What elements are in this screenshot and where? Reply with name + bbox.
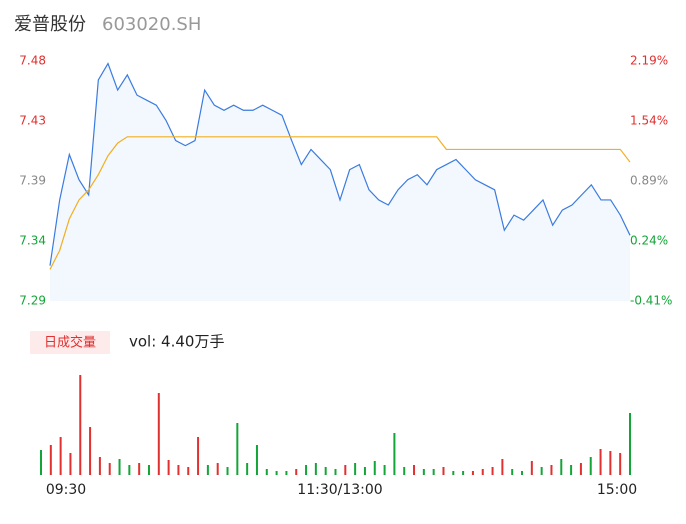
volume-bar — [147, 465, 150, 475]
volume-bar — [550, 465, 553, 475]
volume-bar — [363, 467, 366, 475]
volume-bar — [79, 375, 82, 475]
volume-bar — [383, 465, 386, 475]
volume-bar — [157, 393, 160, 475]
y-tick-label: 7.48 — [19, 54, 46, 68]
volume-bar — [540, 467, 543, 475]
volume-bar — [422, 469, 425, 475]
volume-bar — [138, 463, 141, 475]
series-line — [49, 62, 631, 266]
volume-bar — [59, 437, 62, 475]
volume-bar — [481, 469, 484, 475]
x-tick-label: 15:00 — [597, 482, 637, 498]
volume-bar — [560, 459, 563, 475]
volume-bar — [403, 467, 406, 475]
volume-bar — [89, 427, 92, 475]
volume-bar — [629, 413, 631, 475]
stock-name: 爱普股份 — [14, 14, 86, 35]
volume-bar — [285, 471, 288, 475]
stock-code: 603020.SH — [102, 14, 201, 35]
volume-bar — [314, 463, 317, 475]
volume-bar — [393, 433, 396, 475]
volume-bar — [236, 423, 239, 475]
volume-bar — [206, 465, 209, 475]
volume-bar — [226, 467, 229, 475]
volume-bar — [265, 469, 268, 475]
volume-bar — [501, 459, 504, 475]
volume-bar — [511, 469, 514, 475]
volume-bar — [530, 461, 533, 475]
volume-bar — [462, 471, 465, 475]
volume-bar — [599, 449, 602, 475]
volume-bar — [305, 465, 308, 475]
volume-bar — [49, 445, 52, 475]
volume-bar — [216, 463, 219, 475]
volume-bar — [98, 457, 101, 475]
y2-tick-label: 0.24% — [630, 234, 668, 248]
volume-bar — [452, 471, 455, 475]
y2-tick-label: 0.89% — [630, 174, 668, 188]
volume-bar — [589, 457, 592, 475]
volume-bar — [167, 460, 170, 475]
volume-bar — [579, 463, 582, 475]
y2-tick-label: 1.54% — [630, 114, 668, 128]
volume-bar — [344, 465, 347, 475]
volume-bar — [373, 461, 376, 475]
y-tick-label: 7.29 — [19, 294, 46, 308]
volume-bar — [246, 463, 249, 475]
volume-bar — [40, 450, 42, 475]
volume-bar — [491, 467, 494, 475]
volume-bar — [334, 469, 337, 475]
volume-bar — [521, 471, 524, 475]
y-tick-label: 7.34 — [19, 234, 46, 248]
x-tick-label: 09:30 — [46, 482, 86, 498]
volume-bar — [413, 465, 416, 475]
volume-total: vol: 4.40万手 — [129, 333, 224, 351]
volume-bar — [197, 437, 200, 475]
volume-bar — [619, 453, 622, 475]
volume-bar — [118, 459, 121, 475]
volume-bar — [108, 463, 111, 475]
volume-bar — [432, 469, 435, 475]
volume-bar — [295, 469, 298, 475]
price-area — [50, 63, 630, 301]
volume-bar — [442, 467, 445, 475]
volume-bar — [255, 445, 258, 475]
volume-bar — [275, 471, 278, 475]
y2-tick-label: 2.19% — [630, 54, 668, 68]
y2-tick-label: -0.41% — [630, 294, 672, 308]
volume-legend: 日成交量 — [44, 335, 96, 351]
volume-bar — [354, 463, 357, 475]
y-tick-label: 7.43 — [19, 114, 46, 128]
volume-bar — [187, 467, 190, 475]
volume-legend-box — [30, 331, 110, 354]
volume-bar — [177, 465, 180, 475]
volume-bar — [609, 451, 612, 475]
volume-bar — [471, 471, 474, 475]
volume-bar — [128, 465, 131, 475]
volume-bar — [570, 465, 573, 475]
y-tick-label: 7.39 — [19, 174, 46, 188]
series-line — [49, 136, 631, 270]
x-tick-label: 11:30/13:00 — [297, 482, 382, 498]
volume-bar — [69, 453, 72, 475]
volume-bar — [324, 467, 327, 475]
